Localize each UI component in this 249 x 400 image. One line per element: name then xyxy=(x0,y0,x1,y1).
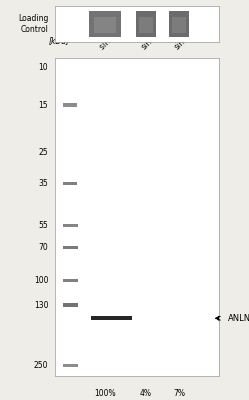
Text: siRNA#1: siRNA#1 xyxy=(140,22,170,52)
Text: [kDa]: [kDa] xyxy=(48,36,69,45)
Text: 35: 35 xyxy=(38,179,48,188)
Bar xyxy=(63,279,78,282)
Text: 7%: 7% xyxy=(173,389,185,398)
Text: 100%: 100% xyxy=(94,389,116,398)
Bar xyxy=(63,103,77,107)
Bar xyxy=(139,17,153,33)
Text: 250: 250 xyxy=(34,361,48,370)
Text: siRNA#2: siRNA#2 xyxy=(173,22,203,52)
Bar xyxy=(136,12,156,37)
Bar xyxy=(91,316,132,320)
Bar xyxy=(63,364,78,368)
Bar xyxy=(63,182,77,185)
Text: 4%: 4% xyxy=(140,389,152,398)
Bar xyxy=(169,12,189,37)
Text: Loading
Control: Loading Control xyxy=(18,14,48,34)
Text: 130: 130 xyxy=(34,300,48,310)
Bar xyxy=(89,12,121,37)
Bar xyxy=(63,224,78,227)
Text: 15: 15 xyxy=(39,101,48,110)
Bar xyxy=(94,17,116,33)
Bar xyxy=(63,246,78,249)
Text: 100: 100 xyxy=(34,276,48,285)
Text: 25: 25 xyxy=(39,148,48,157)
Text: 70: 70 xyxy=(38,243,48,252)
Text: siRNA ctrl: siRNA ctrl xyxy=(99,18,132,52)
Bar xyxy=(63,303,78,307)
Bar xyxy=(172,17,186,33)
Text: ANLN: ANLN xyxy=(228,314,249,323)
Polygon shape xyxy=(217,312,224,324)
Text: 10: 10 xyxy=(39,63,48,72)
Text: 55: 55 xyxy=(38,221,48,230)
